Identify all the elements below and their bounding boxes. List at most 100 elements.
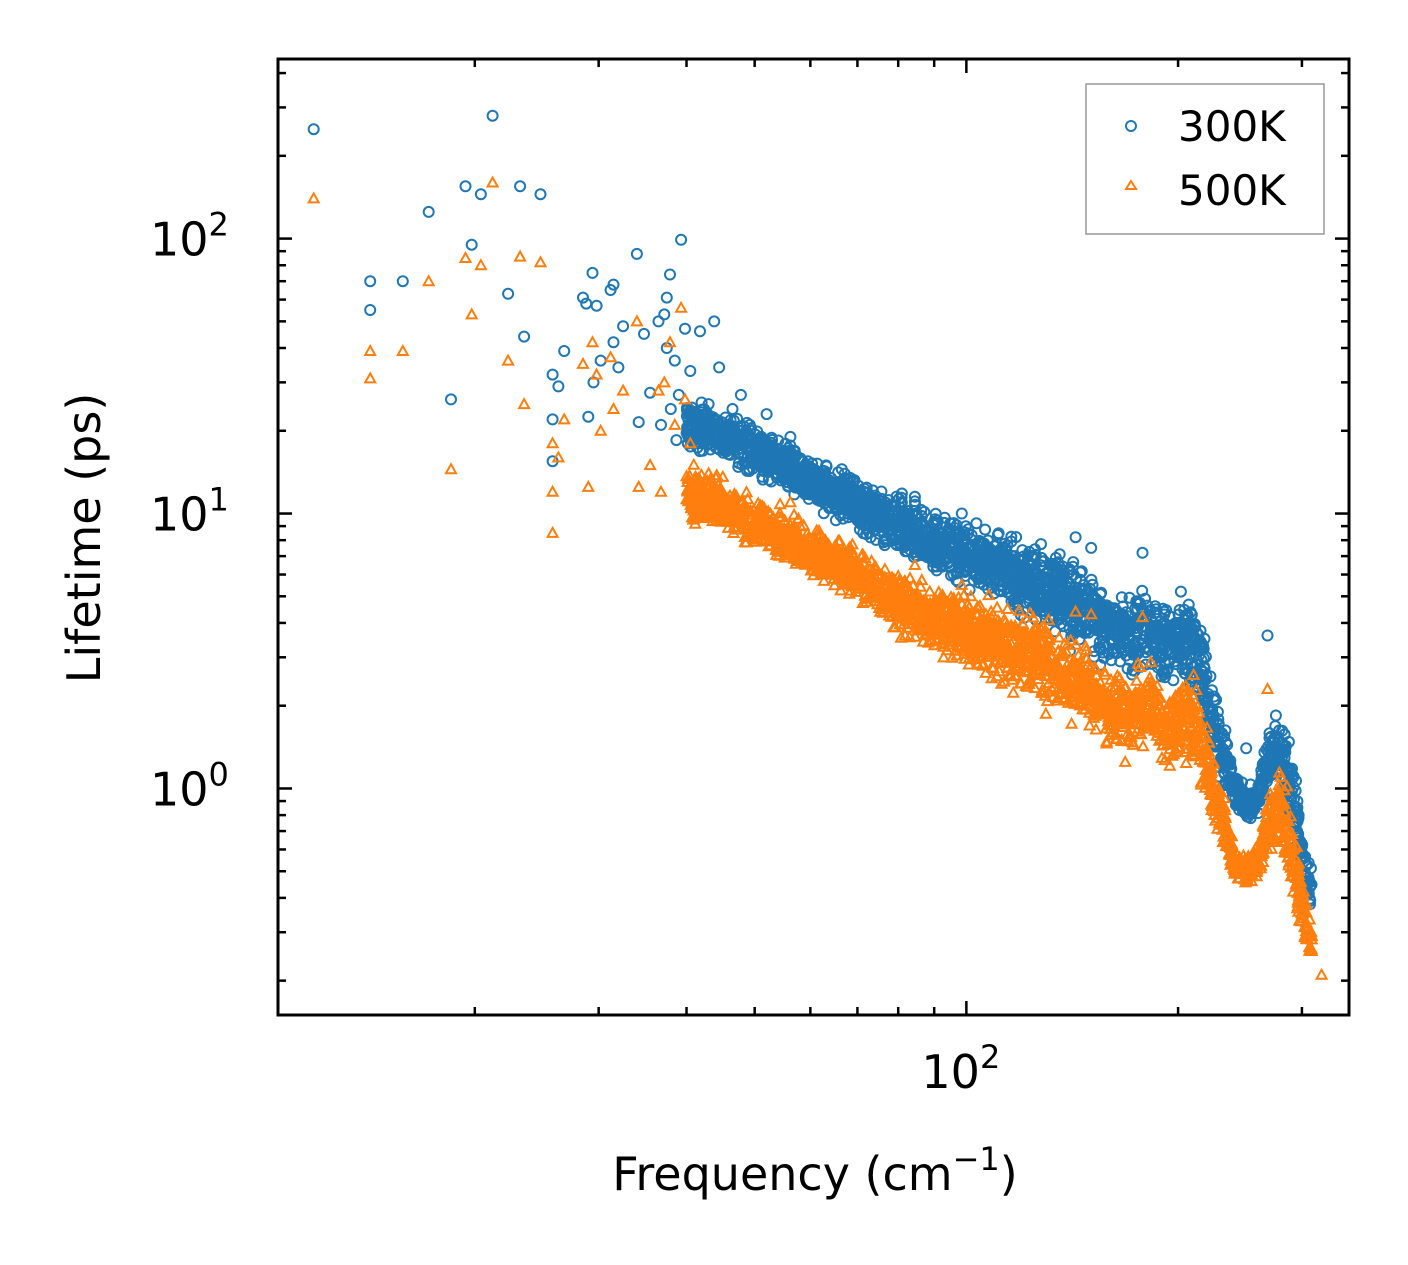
data-point-500k-2162 xyxy=(962,657,976,670)
data-point-300k-2512 xyxy=(1093,619,1106,632)
data-point-500k-2041 xyxy=(764,538,778,551)
data-point-300k-2284 xyxy=(877,525,890,538)
data-point-500k-2292 xyxy=(685,510,699,523)
data-point-300k-2370 xyxy=(859,495,872,508)
data-point-300k-2636 xyxy=(655,418,667,431)
data-point-300k-2298 xyxy=(724,448,737,461)
data-point-500k-1942 xyxy=(854,560,869,573)
data-point-300k-2372 xyxy=(911,549,924,562)
data-point-300k-2452 xyxy=(831,476,844,489)
data-point-300k-2555 xyxy=(806,464,819,476)
data-point-300k-1491 xyxy=(1067,556,1080,569)
data-point-500k-2095 xyxy=(868,579,882,592)
data-point-500k-2123 xyxy=(806,568,821,581)
data-point-300k-2495 xyxy=(835,498,848,511)
data-point-300k-2104 xyxy=(1269,720,1282,733)
data-point-300k-2097 xyxy=(973,573,986,585)
data-point-500k-734 xyxy=(913,579,928,592)
data-point-500k-2034 xyxy=(915,573,929,586)
data-point-300k-2632 xyxy=(632,416,645,429)
data-point-500k-1611 xyxy=(741,492,755,505)
data-point-500k-1194 xyxy=(773,497,787,510)
data-point-500k-1977 xyxy=(908,629,922,642)
data-point-300k-2599 xyxy=(707,411,720,424)
data-point-500k-879 xyxy=(817,573,831,586)
data-point-300k-2649 xyxy=(708,315,721,328)
data-point-500k-1564 xyxy=(876,605,890,618)
data-point-300k-2558 xyxy=(887,534,900,547)
data-point-300k-2674 xyxy=(1178,629,1191,642)
data-point-300k-2635 xyxy=(652,315,665,328)
data-point-300k-2329 xyxy=(1119,618,1132,631)
data-point-300k-2540 xyxy=(927,534,940,547)
data-point-300k-2646 xyxy=(679,322,691,335)
data-point-500k-1369 xyxy=(1089,668,1104,681)
data-point-300k-2676 xyxy=(1240,742,1253,755)
data-point-300k-545 xyxy=(970,517,983,530)
data-point-300k-2587 xyxy=(1030,582,1043,595)
data-point-500k-338 xyxy=(964,589,978,602)
data-point-300k-1953 xyxy=(1140,641,1153,654)
data-point-500k-2027 xyxy=(1248,861,1262,874)
data-point-500k-2252 xyxy=(983,616,997,629)
data-point-300k-2564 xyxy=(1208,690,1221,703)
data-point-300k-2530 xyxy=(1066,560,1079,573)
data-point-300k-2051 xyxy=(1145,631,1158,644)
data-point-500k-1625 xyxy=(832,534,847,547)
data-point-300k-2554 xyxy=(955,543,967,556)
data-point-300k-2404 xyxy=(1255,774,1268,787)
data-point-300k-2575 xyxy=(871,510,884,523)
data-point-300k-2475 xyxy=(780,463,793,476)
data-point-300k-2645 xyxy=(675,233,688,246)
data-point-500k-1364 xyxy=(1014,676,1028,689)
data-point-500k-2074 xyxy=(1187,727,1201,740)
data-point-300k-2268 xyxy=(1157,664,1170,677)
data-point-300k-2482 xyxy=(1221,757,1234,770)
data-point-500k-1958 xyxy=(738,535,752,548)
data-point-500k-2294 xyxy=(916,604,931,617)
data-point-500k-2295 xyxy=(1170,726,1185,739)
data-point-300k-2597 xyxy=(852,485,865,498)
data-point-500k-2197 xyxy=(1115,683,1129,696)
data-point-500k-2078 xyxy=(957,588,971,601)
data-point-300k-2641 xyxy=(664,403,677,415)
data-point-500k-2174 xyxy=(973,598,987,611)
data-point-500k-2217 xyxy=(699,506,713,519)
data-point-300k-2326 xyxy=(1048,576,1061,589)
data-point-500k-2138 xyxy=(1105,692,1119,705)
data-point-500k-1668 xyxy=(1272,765,1287,778)
data-point-500k-1590 xyxy=(1038,688,1052,701)
data-point-500k-2111 xyxy=(948,643,962,656)
data-point-500k-1346 xyxy=(903,571,917,584)
data-point-300k-2563 xyxy=(740,430,753,442)
data-point-300k-610 xyxy=(1174,585,1187,598)
data-point-300k-2140 xyxy=(1076,588,1089,601)
data-point-500k-2248 xyxy=(1013,648,1028,661)
data-point-300k-2613 xyxy=(534,188,547,201)
data-point-500k-858 xyxy=(1036,619,1050,632)
data-point-500k-2153 xyxy=(1028,681,1042,694)
data-point-300k-2526 xyxy=(770,457,783,470)
data-point-300k-2478 xyxy=(929,532,942,545)
data-point-300k-2663 xyxy=(835,463,848,476)
data-point-500k-2206 xyxy=(1147,693,1162,706)
data-point-300k-1312 xyxy=(979,523,992,536)
data-point-300k-2292 xyxy=(1273,754,1286,767)
data-point-300k-2510 xyxy=(1239,807,1252,820)
data-point-300k-2615 xyxy=(546,413,559,426)
data-point-500k-2064 xyxy=(1163,758,1177,771)
data-point-500k-1658 xyxy=(945,650,959,663)
data-point-300k-2493 xyxy=(1240,790,1253,803)
data-point-300k-2434 xyxy=(727,414,740,427)
data-point-300k-2438 xyxy=(975,536,988,549)
data-point-300k-2212 xyxy=(1179,609,1192,622)
data-point-500k-1786 xyxy=(1133,659,1147,672)
data-point-500k-2090 xyxy=(1204,797,1218,810)
data-point-300k-2643 xyxy=(670,434,683,447)
data-point-300k-2435 xyxy=(1056,602,1069,615)
data-point-300k-2602 xyxy=(364,304,377,316)
data-point-300k-1481 xyxy=(958,526,971,539)
data-point-500k-729 xyxy=(1155,750,1169,763)
data-point-300k-2652 xyxy=(713,361,726,374)
data-point-500k-2076 xyxy=(1288,838,1303,851)
